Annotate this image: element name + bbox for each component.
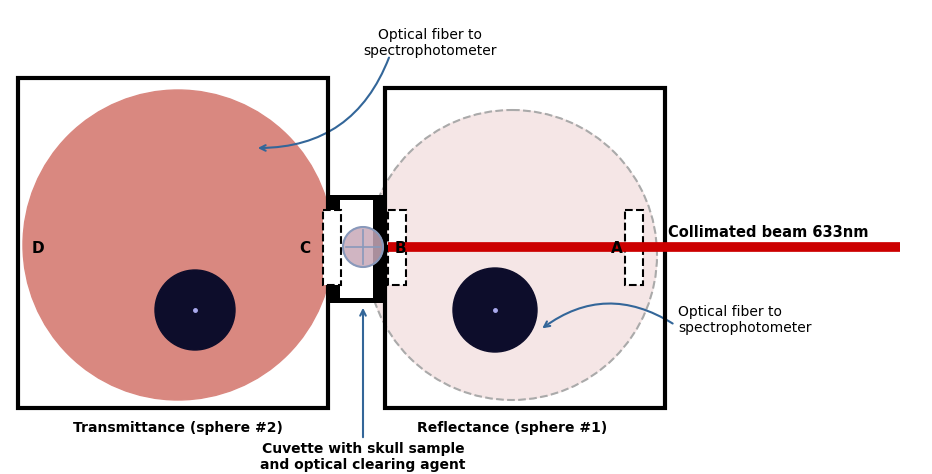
Bar: [625, 210, 643, 285]
Text: A: A: [611, 240, 623, 255]
Text: Transmittance (sphere #2): Transmittance (sphere #2): [73, 421, 283, 435]
Text: Cuvette with skull sample
and optical clearing agent: Cuvette with skull sample and optical cl…: [260, 442, 466, 472]
Text: Collimated beam 633nm: Collimated beam 633nm: [668, 225, 869, 239]
Circle shape: [155, 270, 235, 350]
Text: Reflectance (sphere #1): Reflectance (sphere #1): [417, 421, 607, 435]
Text: D: D: [32, 240, 45, 255]
Circle shape: [453, 268, 537, 352]
Bar: [340, 200, 373, 298]
Bar: [328, 195, 385, 303]
Text: Optical fiber to
spectrophotometer: Optical fiber to spectrophotometer: [363, 28, 497, 58]
Text: Optical fiber to
spectrophotometer: Optical fiber to spectrophotometer: [678, 305, 812, 335]
Bar: [388, 210, 406, 285]
Bar: [18, 78, 328, 408]
Circle shape: [367, 110, 657, 400]
Bar: [323, 210, 341, 285]
Text: B: B: [394, 240, 405, 255]
Bar: [385, 88, 665, 408]
Circle shape: [343, 227, 383, 267]
Text: C: C: [299, 240, 310, 255]
Circle shape: [23, 90, 333, 400]
